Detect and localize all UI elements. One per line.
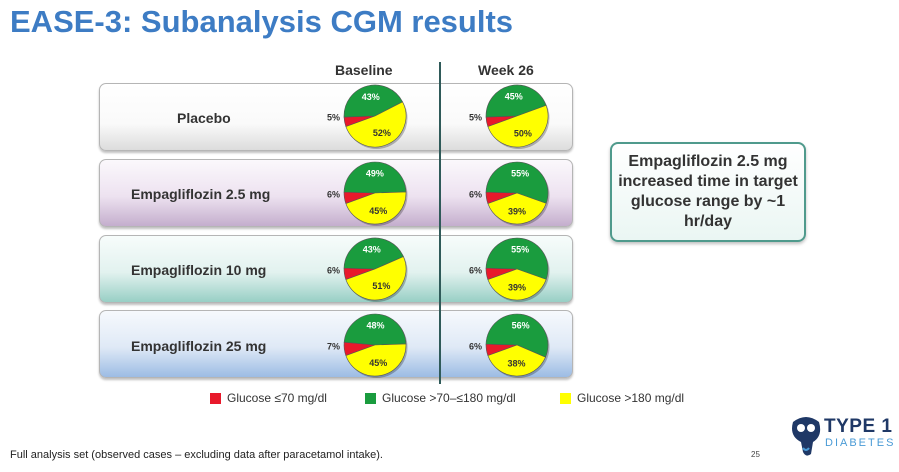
legend-item-high: Glucose >180 mg/dl: [560, 391, 684, 405]
pie-label-high: 39%: [508, 206, 526, 216]
pie-slice-high: [345, 343, 407, 377]
column-header-baseline: Baseline: [335, 62, 393, 78]
type1-diabetes-logo: TYPE 1 DIABETES: [789, 412, 894, 460]
legend-item-mid: Glucose >70–≤180 mg/dl: [365, 391, 516, 405]
pie-slice-high: [345, 191, 407, 225]
logo-text-line1: TYPE 1: [824, 416, 893, 437]
legend-label-low: Glucose ≤70 mg/dl: [227, 391, 327, 405]
pie-slice-high: [487, 268, 547, 301]
pie-slice-high: [487, 344, 546, 377]
pie-slice-mid: [485, 84, 547, 118]
page-number: 25: [751, 450, 760, 459]
pie-slice-mid: [343, 161, 407, 194]
pie-label-mid: 49%: [366, 168, 384, 178]
pie-label-high: 39%: [508, 282, 526, 292]
pie-label-high: 45%: [369, 206, 387, 216]
pie-label-low: 5%: [327, 112, 340, 122]
pie-label-high: 52%: [373, 128, 391, 138]
pie-label-low: 6%: [469, 189, 482, 199]
legend-label-mid: Glucose >70–≤180 mg/dl: [382, 391, 516, 405]
column-header-week26: Week 26: [478, 62, 534, 78]
pie-label-low: 5%: [469, 112, 482, 122]
row-label: Empagliflozin 10 mg: [131, 262, 267, 278]
pie-label-mid: 45%: [505, 92, 523, 102]
pie-label-high: 38%: [508, 358, 526, 368]
pie-label-high: 45%: [369, 358, 387, 368]
pie-label-mid: 55%: [511, 245, 529, 255]
pie-label-low: 6%: [327, 265, 340, 275]
pie-label-high: 50%: [514, 128, 532, 138]
pie-label-high: 51%: [372, 281, 390, 291]
pie-slice-mid: [343, 237, 404, 270]
legend-swatch-mid: [365, 392, 376, 404]
pie-slice-mid: [485, 313, 549, 358]
footnote: Full analysis set (observed cases – excl…: [10, 449, 383, 461]
pie-label-mid: 43%: [363, 245, 381, 255]
legend-swatch-low: [210, 392, 221, 404]
pie-label-low: 6%: [469, 341, 482, 351]
pie-label-low: 6%: [469, 265, 482, 275]
pie-slice-mid: [485, 161, 549, 204]
row-label: Empagliflozin 2.5 mg: [131, 186, 271, 202]
pie-label-mid: 56%: [512, 321, 530, 331]
pie-label-low: 7%: [327, 341, 340, 351]
pie-label-low: 6%: [327, 189, 340, 199]
pie-slice-high: [487, 192, 547, 225]
pie-slice-high: [345, 101, 407, 148]
column-divider: [439, 62, 441, 384]
pie-label-mid: 43%: [362, 92, 380, 102]
legend-item-low: Glucose ≤70 mg/dl: [210, 391, 327, 405]
row-label: Placebo: [177, 110, 231, 126]
logo-text-line2: DIABETES: [825, 437, 896, 449]
slide-title: EASE-3: Subanalysis CGM results: [10, 4, 514, 39]
legend-swatch-high: [560, 392, 571, 404]
logo-mark-icon: [792, 417, 821, 456]
pie-slice-high: [345, 256, 407, 301]
pie-label-mid: 48%: [366, 320, 384, 330]
callout-box: Empagliflozin 2.5 mg increased time in t…: [610, 142, 806, 242]
pie-label-mid: 55%: [511, 169, 529, 179]
pie-slice-mid: [343, 313, 407, 346]
pie-slice-mid: [485, 237, 549, 280]
legend: Glucose ≤70 mg/dl Glucose >70–≤180 mg/dl…: [210, 391, 730, 411]
pie-slice-high: [487, 105, 549, 148]
row-label: Empagliflozin 25 mg: [131, 338, 267, 354]
legend-label-high: Glucose >180 mg/dl: [577, 391, 685, 405]
